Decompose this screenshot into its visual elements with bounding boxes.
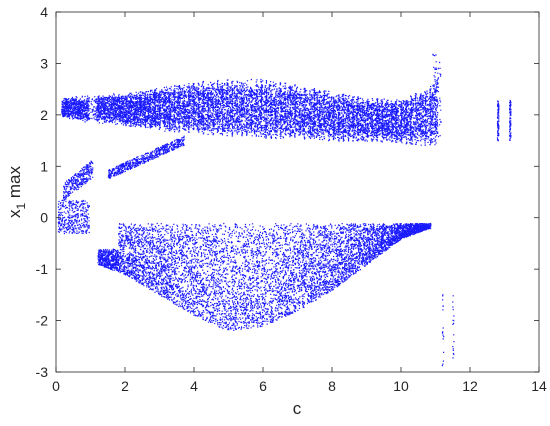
y-tick-label: -1 bbox=[36, 261, 49, 277]
y-tick-label: 0 bbox=[40, 210, 48, 226]
y-tick-label: 1 bbox=[40, 158, 48, 174]
x-axis-label: c bbox=[293, 399, 302, 418]
x-tick-label: 12 bbox=[462, 378, 478, 394]
y-axis-label-rest: max bbox=[5, 165, 24, 202]
y-tick-label: -3 bbox=[36, 364, 49, 380]
scatter-point-cloud bbox=[57, 53, 512, 367]
y-tick-label: 4 bbox=[40, 4, 48, 20]
y-tick-label: 2 bbox=[40, 107, 48, 123]
x-tick-label: 2 bbox=[121, 378, 129, 394]
scatter-points bbox=[57, 53, 512, 367]
axes-box bbox=[55, 11, 540, 373]
y-axis-label-base: x bbox=[5, 209, 24, 218]
svg-text:x1 max: x1 max bbox=[5, 165, 28, 218]
y-axis-label: x1 max bbox=[5, 165, 28, 218]
y-tick-label: -2 bbox=[36, 313, 49, 329]
y-axis-label-sub: 1 bbox=[14, 203, 28, 210]
y-tick-label: 3 bbox=[40, 55, 48, 71]
x-tick-label: 6 bbox=[259, 378, 267, 394]
x-tick-label: 10 bbox=[393, 378, 409, 394]
x-tick-label: 8 bbox=[328, 378, 336, 394]
x-tick-label: 4 bbox=[190, 378, 198, 394]
x-tick-label: 0 bbox=[52, 378, 60, 394]
x-tick-label: 14 bbox=[531, 378, 547, 394]
